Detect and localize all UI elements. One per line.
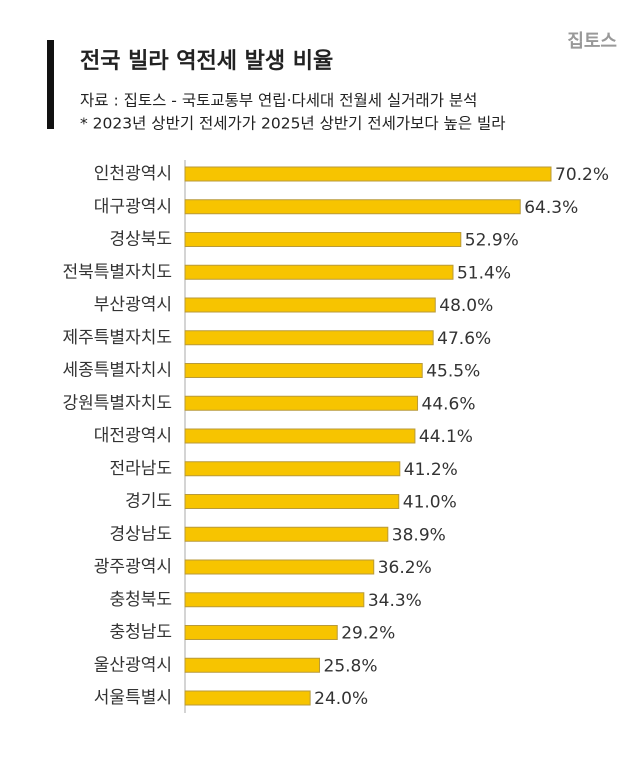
category-label: 대전광역시 xyxy=(94,426,172,446)
subtitle: 자료 : 집토스 - 국토교통부 연립·다세대 전월세 실거래가 분석 xyxy=(80,92,477,110)
category-label: 경상남도 xyxy=(109,524,172,544)
bar xyxy=(184,461,401,477)
category-label: 경상북도 xyxy=(109,230,172,250)
bar xyxy=(184,494,400,509)
value-label: 44.1% xyxy=(419,427,473,447)
value-label: 64.3% xyxy=(524,198,578,218)
bar xyxy=(184,330,434,346)
bar xyxy=(184,657,321,673)
bar xyxy=(184,526,389,542)
value-label: 34.3% xyxy=(368,591,422,611)
value-label: 25.8% xyxy=(324,656,378,676)
bar xyxy=(184,166,552,182)
value-label: 47.6% xyxy=(437,329,491,349)
subtitle: * 2023년 상반기 전세가가 2025년 상반기 전세가보다 높은 빌라 xyxy=(80,115,506,133)
bar xyxy=(184,297,436,313)
category-label: 부산광역시 xyxy=(94,295,172,315)
value-label: 29.2% xyxy=(341,624,395,644)
value-label: 41.0% xyxy=(403,493,457,513)
value-label: 38.9% xyxy=(392,525,446,545)
value-label: 44.6% xyxy=(422,394,476,414)
bar xyxy=(184,363,423,378)
bar xyxy=(184,592,365,608)
value-label: 36.2% xyxy=(378,558,432,578)
bar xyxy=(184,559,375,575)
category-label: 대구광역시 xyxy=(94,197,172,217)
value-label: 48.0% xyxy=(439,296,493,316)
value-label: 51.4% xyxy=(457,263,511,283)
value-label: 24.0% xyxy=(314,689,368,709)
bar xyxy=(184,199,521,215)
category-label: 경기도 xyxy=(125,492,172,512)
chart-title: 전국 빌라 역전세 발생 비율 xyxy=(80,49,333,74)
category-label: 제주특별자치도 xyxy=(63,328,172,348)
brand: 집토스 xyxy=(567,31,617,52)
value-label: 52.9% xyxy=(465,231,519,251)
value-label: 45.5% xyxy=(426,362,480,382)
bar xyxy=(184,232,462,247)
category-label: 충청남도 xyxy=(109,623,172,643)
bar xyxy=(184,428,416,444)
category-label: 전라남도 xyxy=(109,459,172,479)
category-label: 세종특별자치시 xyxy=(63,361,172,381)
category-label: 인천광역시 xyxy=(94,164,172,184)
value-label: 70.2% xyxy=(555,165,609,185)
category-label: 울산광역시 xyxy=(94,655,172,675)
title-accent xyxy=(47,40,54,129)
category-label: 강원특별자치도 xyxy=(63,393,172,413)
category-label: 광주광역시 xyxy=(94,557,172,577)
category-label: 전북특별자치도 xyxy=(63,262,172,282)
category-label: 서울특별시 xyxy=(94,688,172,708)
category-label: 충청북도 xyxy=(109,590,172,610)
bar xyxy=(184,395,419,411)
bar xyxy=(184,625,338,640)
value-label: 41.2% xyxy=(404,460,458,480)
bar xyxy=(184,264,454,280)
bar xyxy=(184,690,311,706)
